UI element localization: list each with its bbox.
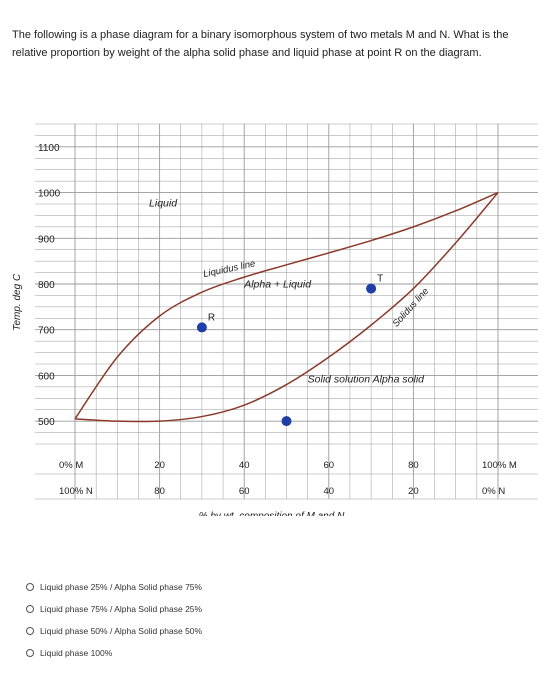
x-tick-label-top: 0% M [59, 460, 83, 471]
answer-option-label: Liquid phase 25% / Alpha Solid phase 75% [40, 582, 203, 592]
x-tick-label-bottom: 80 [154, 486, 165, 497]
data-point [366, 283, 377, 294]
radio-icon[interactable] [26, 627, 34, 635]
solidus-curve [74, 192, 499, 423]
x-tick-label-bottom: 100% N [59, 486, 93, 497]
radio-icon[interactable] [26, 605, 34, 613]
y-axis-label: Temp. deg C [12, 273, 23, 331]
point-label: R [208, 312, 215, 323]
y-tick-label: 1000 [38, 189, 61, 200]
x-axis-label: % by wt. composition of M and N [199, 511, 345, 516]
region-label-solid: Solid solution Alpha solid [308, 373, 426, 385]
y-tick-label: 600 [38, 371, 55, 382]
answer-option-4[interactable]: Liquid phase 100% [26, 642, 526, 664]
x-tick-label-top: 60 [324, 460, 335, 471]
x-tick-label-bottom: 0% N [482, 486, 505, 497]
y-tick-label: 700 [38, 326, 55, 337]
answer-option-1[interactable]: Liquid phase 25% / Alpha Solid phase 75% [26, 576, 526, 598]
data-point [196, 322, 207, 333]
liquidus-line-label: Liquidus line [202, 258, 256, 280]
region-label-liquid: Liquid [149, 197, 178, 209]
question-text: The following is a phase diagram for a b… [12, 29, 509, 59]
phase-diagram-svg: 1100 1000 900 800 700 600 500 Temp. deg C 0% M 20… [12, 123, 538, 522]
answer-option-2[interactable]: Liquid phase 75% / Alpha Solid phase 25% [26, 598, 526, 620]
answer-option-label: Liquid phase 50% / Alpha Solid phase 50% [40, 626, 203, 636]
x-tick-label-top: 40 [239, 460, 250, 471]
y-tick-label: 1100 [38, 143, 60, 154]
y-tick-label: 900 [38, 234, 55, 245]
radio-icon[interactable] [26, 583, 34, 591]
phase-diagram: 1100 1000 900 800 700 600 500 Temp. deg C 0% M 20… [0, 116, 551, 522]
solidus-line-label: Solidus line [391, 286, 432, 329]
x-tick-label-top: 80 [408, 460, 419, 471]
data-point [281, 416, 292, 427]
answer-option-label: Liquid phase 100% [40, 648, 113, 658]
x-tick-label-bottom: 60 [239, 486, 250, 497]
x-tick-label-bottom: 40 [324, 486, 335, 497]
y-tick-label: 500 [38, 417, 55, 428]
x-tick-label-top: 20 [154, 460, 165, 471]
point-label: T [377, 274, 383, 285]
radio-icon[interactable] [26, 649, 34, 657]
answer-option-3[interactable]: Liquid phase 50% / Alpha Solid phase 50% [26, 620, 526, 642]
x-tick-label-top: 100% M [482, 460, 517, 471]
x-tick-label-bottom: 20 [408, 486, 419, 497]
region-label-two-phase: Alpha + Liquid [243, 279, 312, 291]
answer-options: Liquid phase 25% / Alpha Solid phase 75%… [26, 576, 526, 664]
y-tick-label: 800 [38, 280, 55, 291]
liquidus-curve [74, 191, 499, 420]
answer-option-label: Liquid phase 75% / Alpha Solid phase 25% [40, 604, 203, 614]
